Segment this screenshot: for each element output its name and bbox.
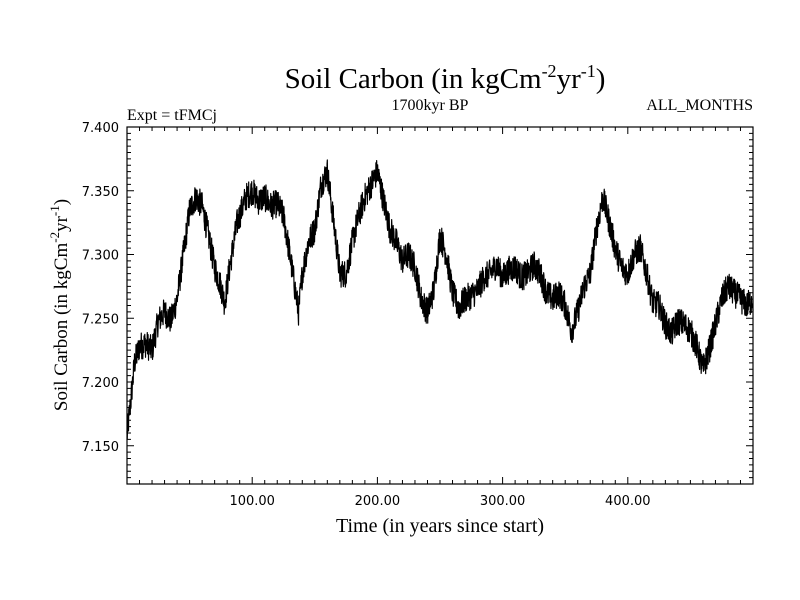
x-tick-label: 100.00 bbox=[229, 494, 275, 509]
series-layer bbox=[126, 159, 754, 440]
series-line-0 bbox=[126, 159, 754, 440]
chart-title: Soil Carbon (in kgCm-2yr-1) bbox=[285, 61, 606, 95]
y-tick-label: 7.400 bbox=[82, 121, 119, 136]
x-axis-label: Time (in years since start) bbox=[336, 515, 544, 537]
x-tick-label: 200.00 bbox=[355, 494, 401, 509]
y-axis-label: Soil Carbon (in kgCm-2yr-1) bbox=[47, 199, 72, 411]
axis-ticks: 100.00 200.00 300.00 400.00 7.150 7.200 7.250 7… bbox=[82, 121, 753, 509]
x-tick-label: 400.00 bbox=[605, 494, 651, 509]
y-tick-label: 7.300 bbox=[82, 249, 119, 264]
experiment-label: Expt = tFMCj bbox=[127, 107, 217, 124]
period-label: ALL_MONTHS bbox=[646, 97, 753, 114]
y-tick-label: 7.200 bbox=[82, 376, 119, 391]
x-tick-label: 300.00 bbox=[480, 494, 526, 509]
y-tick-label: 7.150 bbox=[82, 440, 119, 455]
y-tick-label: 7.250 bbox=[82, 312, 119, 327]
chart-subtitle: 1700kyr BP bbox=[392, 97, 469, 114]
y-tick-label: 7.350 bbox=[82, 185, 119, 200]
plot-frame bbox=[126, 126, 754, 485]
